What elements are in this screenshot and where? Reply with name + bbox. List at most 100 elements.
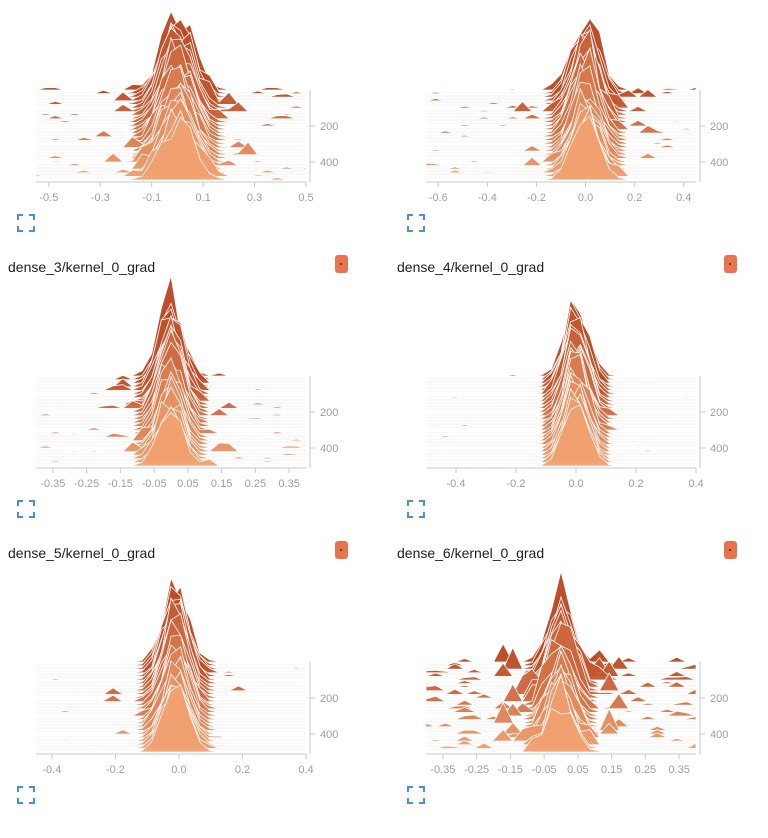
expand-icon bbox=[17, 786, 35, 804]
y-tick-label: 400 bbox=[710, 443, 728, 455]
histogram-slice bbox=[425, 98, 696, 152]
x-tick-label: 0.5 bbox=[298, 192, 313, 204]
x-tick-label: -0.05 bbox=[532, 764, 557, 776]
histogram-slice bbox=[426, 46, 696, 134]
x-axis: -0.4 -0.2 0.0 0.2 0.4 bbox=[36, 753, 314, 776]
chart-title: dense_4/kernel_0_grad bbox=[397, 259, 545, 275]
x-axis: -0.35 -0.25 -0.15 -0.05 0.05 0.15 0.25 0.35 bbox=[426, 753, 696, 776]
histogram-slice bbox=[426, 87, 697, 159]
x-tick-label: -0.1 bbox=[142, 192, 161, 204]
expand-button-1[interactable] bbox=[17, 214, 35, 232]
x-tick-label: 0.4 bbox=[688, 478, 703, 490]
y-tick-label: 200 bbox=[710, 121, 728, 133]
histogram-chart-4: -0.4 -0.2 0.0 0.2 0.4 200 400 bbox=[390, 286, 728, 501]
histogram-slices bbox=[425, 18, 697, 181]
y-tick-label: 400 bbox=[320, 443, 338, 455]
x-tick-label: -0.2 bbox=[106, 764, 125, 776]
histogram-slices bbox=[35, 10, 307, 181]
expand-button-6[interactable] bbox=[407, 786, 425, 804]
x-tick-label: 0.0 bbox=[171, 764, 186, 776]
x-tick-label: 0.0 bbox=[578, 192, 593, 204]
histogram-slices bbox=[425, 571, 697, 753]
chart-title: dense_6/kernel_0_grad bbox=[397, 545, 545, 561]
x-tick-label: 0.25 bbox=[245, 478, 266, 490]
x-tick-label: -0.2 bbox=[507, 478, 526, 490]
x-tick-label: -0.35 bbox=[430, 764, 455, 776]
histogram-slice bbox=[426, 102, 696, 170]
x-tick-label: -0.05 bbox=[142, 478, 167, 490]
menu-button-5[interactable] bbox=[335, 541, 348, 559]
menu-dots-icon bbox=[340, 263, 342, 265]
histogram-chart-3: -0.35 -0.25 -0.15 -0.05 0.05 0.15 0.25 0.35 200 4… bbox=[0, 275, 338, 501]
histogram-slice bbox=[426, 63, 696, 138]
x-tick-label: -0.2 bbox=[527, 192, 546, 204]
histogram-slice bbox=[426, 93, 696, 156]
histogram-slice bbox=[426, 52, 696, 127]
menu-button-4[interactable] bbox=[724, 255, 737, 273]
x-tick-label: 0.25 bbox=[635, 764, 656, 776]
x-tick-label: 0.15 bbox=[601, 764, 622, 776]
menu-dots-icon bbox=[340, 549, 342, 551]
x-tick-label: 0.35 bbox=[278, 478, 299, 490]
x-tick-label: -0.35 bbox=[40, 478, 65, 490]
histogram-slice bbox=[426, 31, 696, 113]
menu-dots-icon bbox=[729, 263, 731, 265]
x-tick-label: 0.4 bbox=[298, 764, 313, 776]
histogram-slice bbox=[426, 330, 697, 398]
menu-button-6[interactable] bbox=[724, 541, 737, 559]
histogram-slice bbox=[426, 28, 696, 120]
x-tick-label: -0.4 bbox=[478, 192, 497, 204]
y-axis: 200 400 bbox=[699, 662, 728, 754]
menu-button-3[interactable] bbox=[335, 255, 348, 273]
histogram-slice bbox=[426, 115, 696, 181]
expand-icon bbox=[17, 500, 35, 518]
x-tick-label: -0.5 bbox=[39, 192, 58, 204]
y-tick-label: 200 bbox=[320, 693, 338, 705]
histogram-slice bbox=[36, 412, 306, 467]
x-tick-label: -0.4 bbox=[447, 478, 466, 490]
menu-dots-icon bbox=[729, 549, 731, 551]
histogram-chart-2: -0.6 -0.4 -0.2 0.0 0.2 0.4 200 400 bbox=[390, 0, 728, 215]
expand-button-3[interactable] bbox=[17, 500, 35, 518]
expand-icon bbox=[407, 214, 425, 232]
x-axis: -0.4 -0.2 0.0 0.2 0.4 bbox=[426, 467, 704, 490]
x-tick-label: -0.15 bbox=[498, 764, 523, 776]
x-tick-label: -0.15 bbox=[108, 478, 133, 490]
histogram-slice bbox=[426, 81, 696, 148]
histogram-chart-5: -0.4 -0.2 0.0 0.2 0.4 200 400 bbox=[0, 572, 338, 787]
expand-button-4[interactable] bbox=[407, 500, 425, 518]
histogram-slice bbox=[426, 30, 696, 105]
histogram-slices bbox=[35, 576, 307, 753]
expand-button-2[interactable] bbox=[407, 214, 425, 232]
x-axis: -0.35 -0.25 -0.15 -0.05 0.05 0.15 0.25 0.35 bbox=[36, 467, 306, 490]
y-axis: 200 400 bbox=[309, 90, 338, 182]
y-tick-label: 200 bbox=[320, 407, 338, 419]
histogram-slice bbox=[426, 37, 696, 98]
y-tick-label: 400 bbox=[320, 729, 338, 741]
y-axis: 200 400 bbox=[309, 376, 338, 468]
histogram-slice bbox=[425, 404, 696, 467]
histogram-slice bbox=[426, 366, 696, 438]
x-tick-label: 0.4 bbox=[676, 192, 691, 204]
chart-title: dense_5/kernel_0_grad bbox=[8, 545, 156, 561]
y-tick-label: 400 bbox=[710, 157, 728, 169]
x-tick-label: -0.25 bbox=[464, 764, 489, 776]
histogram-slice bbox=[426, 707, 696, 753]
x-tick-label: 0.05 bbox=[177, 478, 198, 490]
histogram-chart-1: -0.5 -0.3 -0.1 0.1 0.3 0.5 200 400 bbox=[0, 0, 338, 215]
x-axis: -0.5 -0.3 -0.1 0.1 0.3 0.5 bbox=[36, 181, 314, 204]
x-tick-label: 0.05 bbox=[567, 764, 588, 776]
y-axis: 200 400 bbox=[699, 376, 728, 468]
x-tick-label: 0.2 bbox=[627, 192, 642, 204]
x-tick-label: 0.2 bbox=[235, 764, 250, 776]
histogram-slice bbox=[36, 684, 306, 753]
expand-icon bbox=[17, 214, 35, 232]
expand-button-5[interactable] bbox=[17, 786, 35, 804]
y-tick-label: 400 bbox=[710, 729, 728, 741]
y-tick-label: 200 bbox=[320, 121, 338, 133]
x-tick-label: -0.6 bbox=[429, 192, 448, 204]
x-tick-label: 0.15 bbox=[211, 478, 232, 490]
x-tick-label: -0.3 bbox=[91, 192, 110, 204]
histogram-slice bbox=[426, 53, 697, 130]
histogram-slice bbox=[425, 23, 696, 102]
